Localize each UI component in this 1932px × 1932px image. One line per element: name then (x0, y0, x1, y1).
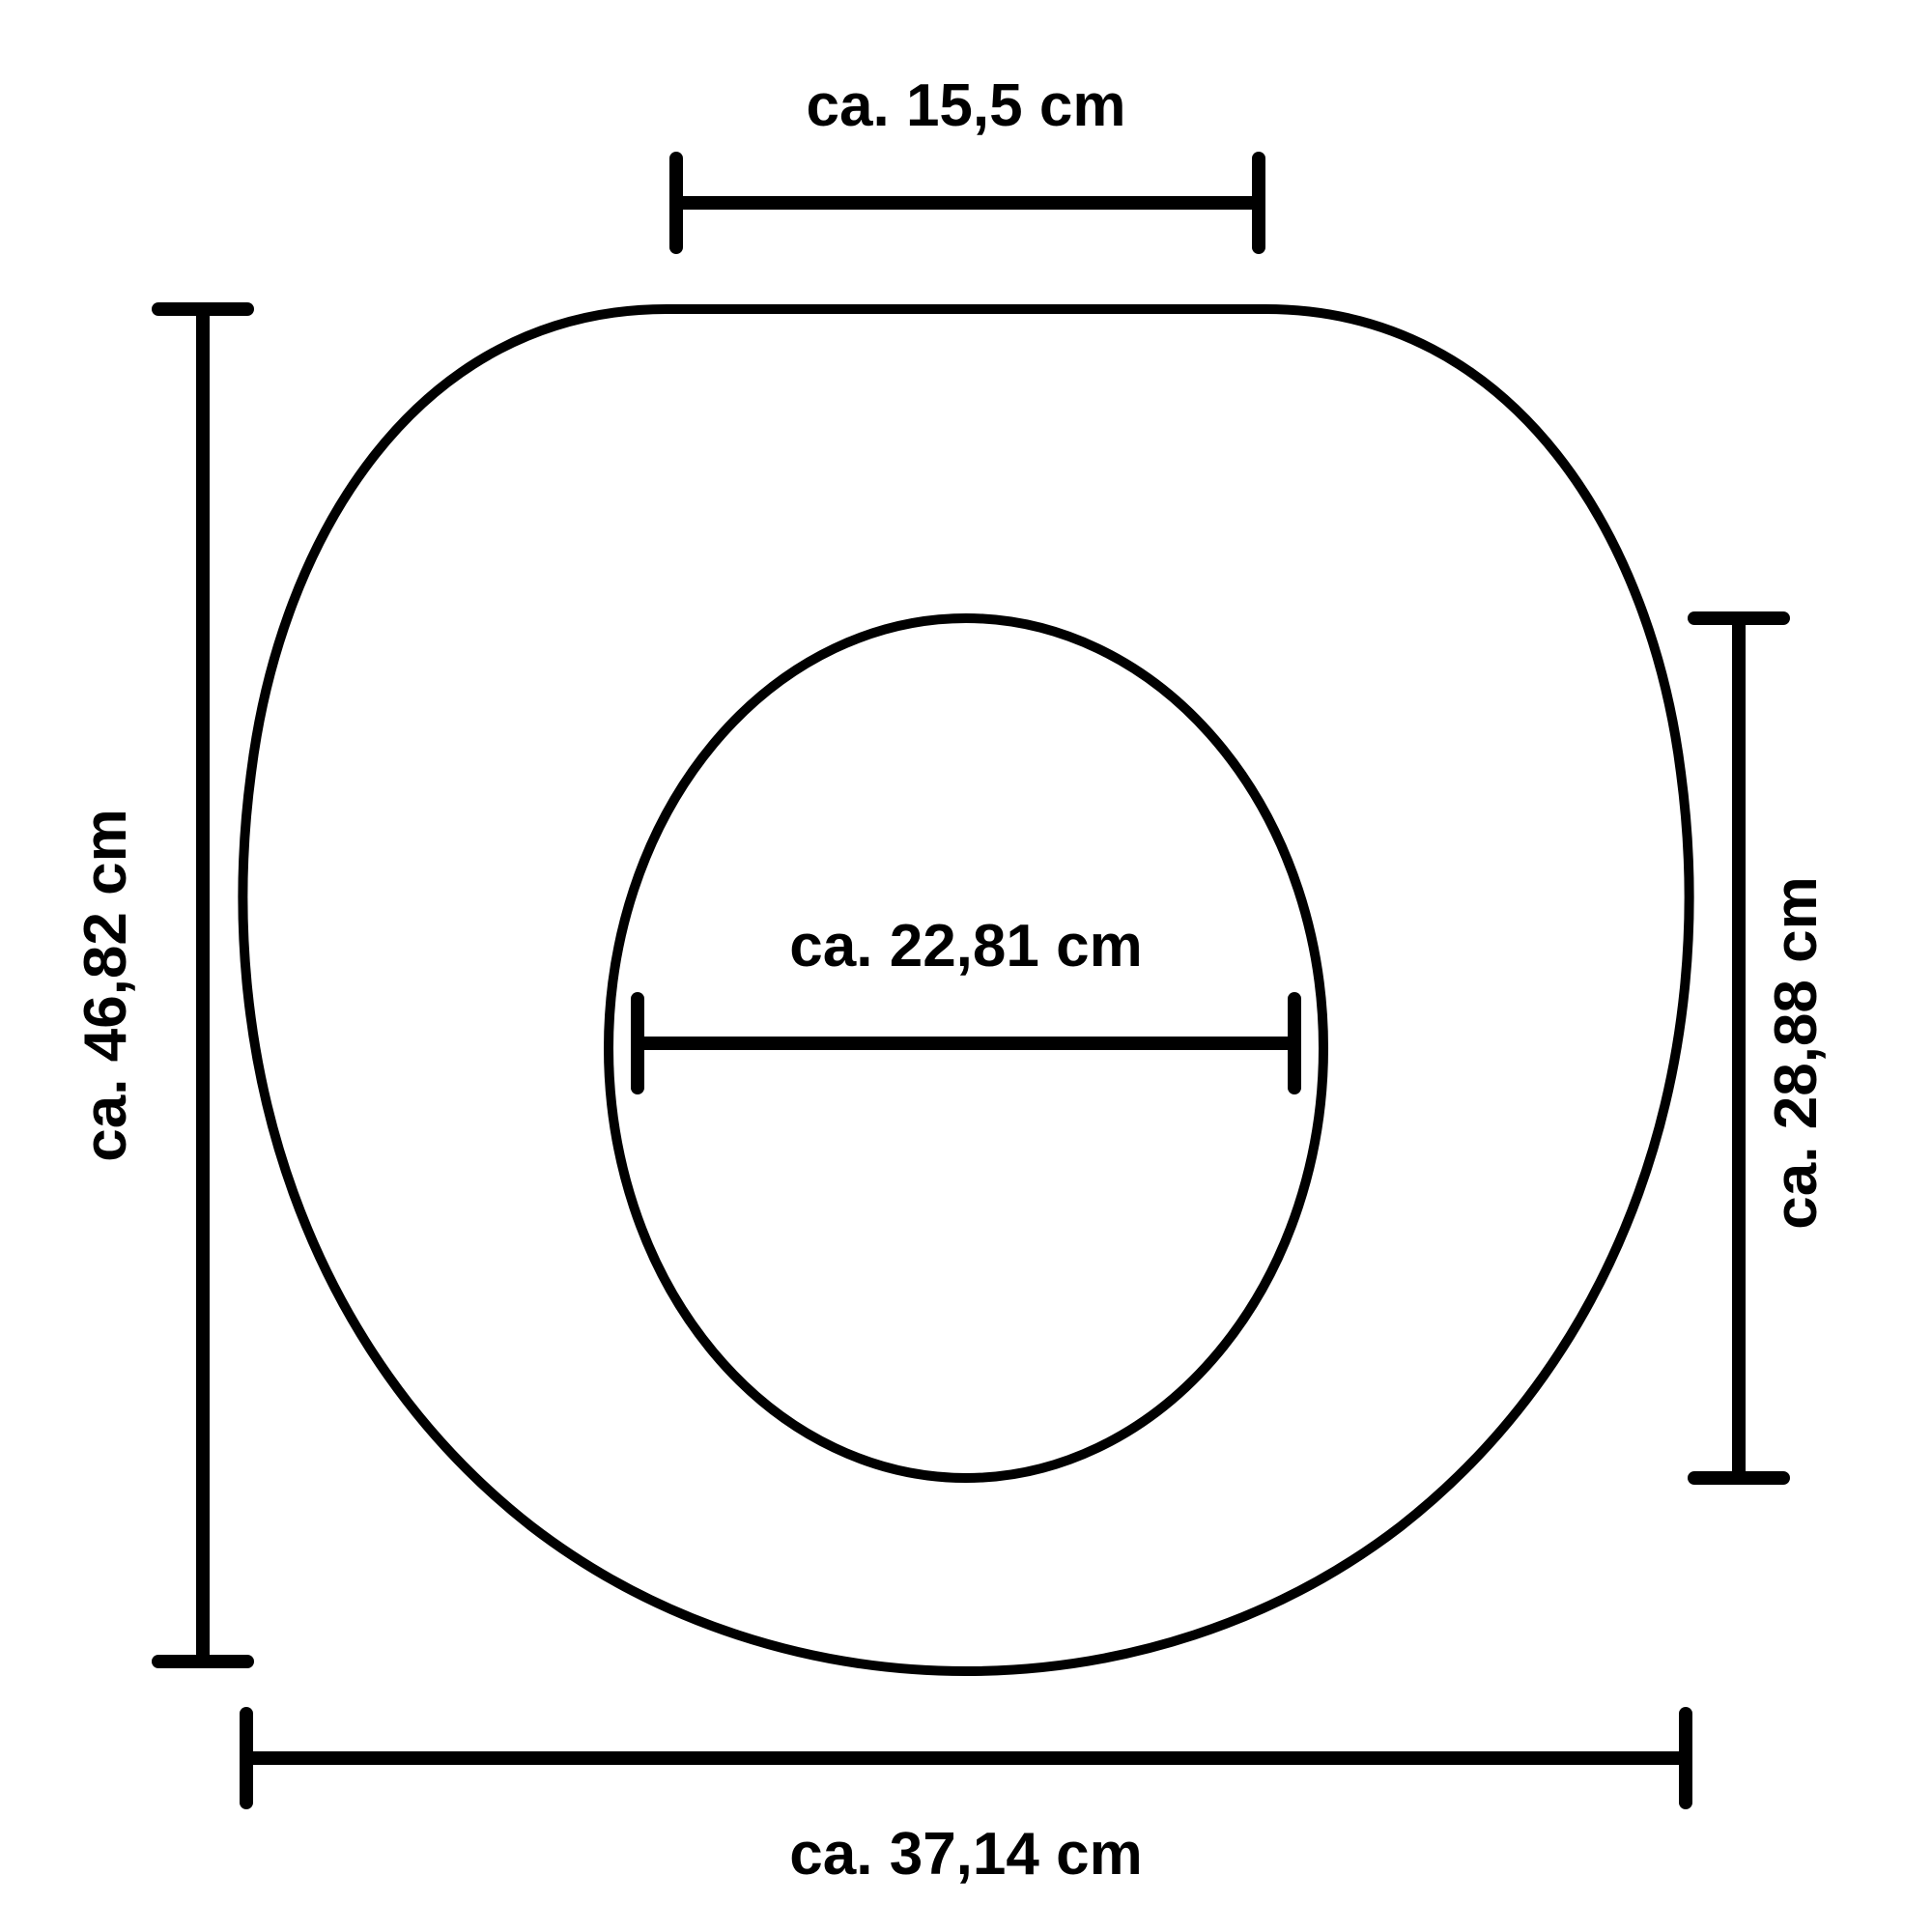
dimension-inner-width-label: ca. 22,81 cm (789, 913, 1142, 980)
dimension-full-height: ca. 46,82 cm (72, 309, 247, 1662)
dimension-full-width: ca. 37,14 cm (246, 1714, 1686, 1888)
dimension-inner-height: ca. 28,88 cm (1694, 618, 1830, 1478)
dimension-top-width: ca. 15,5 cm (676, 72, 1259, 247)
dimension-diagram: ca. 15,5 cm ca. 46,82 cm ca. 22,81 cm ca… (0, 0, 1932, 1932)
dimension-full-width-label: ca. 37,14 cm (789, 1821, 1142, 1888)
toilet-seat-outline (242, 309, 1689, 1671)
dimension-inner-width: ca. 22,81 cm (638, 913, 1294, 1088)
dimension-full-height-label: ca. 46,82 cm (72, 809, 139, 1161)
dimension-top-width-label: ca. 15,5 cm (807, 72, 1126, 139)
dimension-inner-height-label: ca. 28,88 cm (1763, 876, 1830, 1229)
